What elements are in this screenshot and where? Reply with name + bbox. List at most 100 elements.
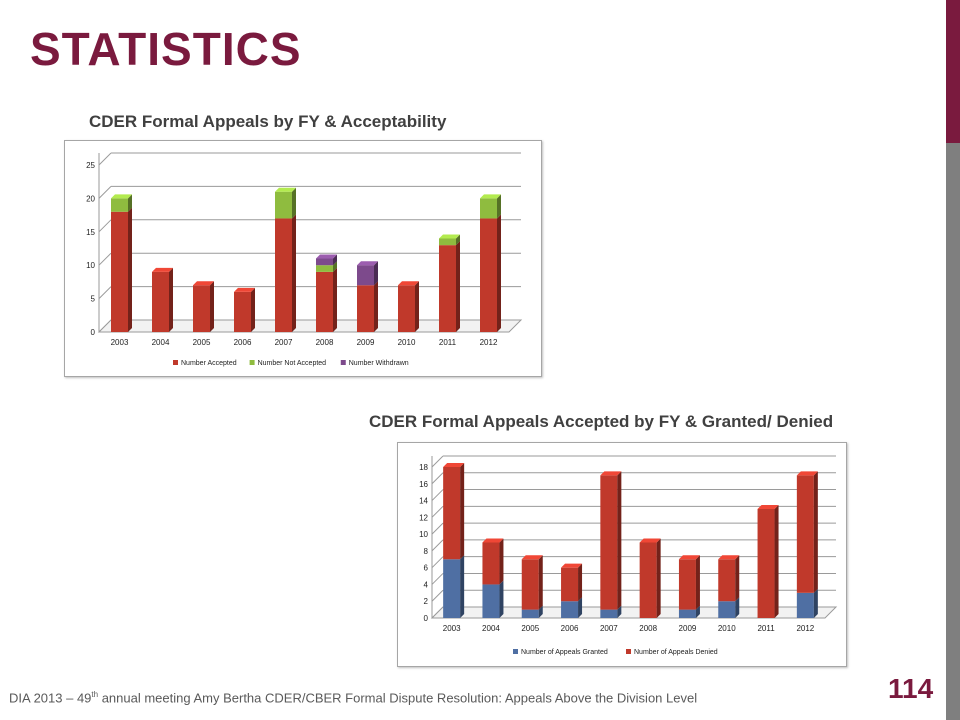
x-tick-label: 2003 xyxy=(111,338,129,347)
x-tick-label: 2011 xyxy=(439,338,457,347)
legend-swatch xyxy=(340,360,346,365)
bar-side xyxy=(333,267,337,332)
bar-side xyxy=(538,605,543,618)
bar-segment xyxy=(600,475,618,610)
bar-segment xyxy=(275,218,292,332)
bar-top xyxy=(193,281,214,286)
chart-title-acceptability: CDER Formal Appeals by FY & Acceptabilit… xyxy=(89,112,447,131)
bar-side xyxy=(460,463,465,560)
y-tick-label: 25 xyxy=(86,161,95,170)
bar-top xyxy=(439,234,460,239)
bar-top xyxy=(561,563,583,568)
bar-side xyxy=(813,471,818,593)
y-tick-label: 2 xyxy=(424,597,429,606)
bar-segment xyxy=(718,601,736,618)
bar-side xyxy=(774,504,779,618)
x-tick-label: 2009 xyxy=(357,338,375,347)
bar-top xyxy=(482,538,504,543)
bar-top xyxy=(757,504,779,509)
bar-side xyxy=(374,281,378,332)
bar-side xyxy=(456,241,460,332)
legend-swatch xyxy=(626,649,631,654)
x-tick-label: 2006 xyxy=(234,338,252,347)
y-tick-label: 8 xyxy=(424,547,429,556)
gridline-side xyxy=(98,252,112,266)
x-tick-label: 2007 xyxy=(600,624,618,633)
bar-side xyxy=(578,563,583,602)
bar-segment xyxy=(521,559,539,610)
gridline-side xyxy=(98,219,112,233)
x-tick-label: 2005 xyxy=(193,338,211,347)
bar-segment xyxy=(439,245,456,332)
x-tick-label: 2009 xyxy=(679,624,697,633)
bar-segment xyxy=(482,542,500,585)
bar-segment xyxy=(357,285,374,332)
bar-side xyxy=(735,555,740,602)
x-tick-label: 2012 xyxy=(480,338,498,347)
sidebar-accent-top xyxy=(946,0,960,143)
bar-side xyxy=(695,605,700,618)
x-tick-label: 2010 xyxy=(398,338,416,347)
x-tick-label: 2004 xyxy=(152,338,170,347)
bar-side xyxy=(617,471,622,610)
gridline-side xyxy=(431,455,444,468)
y-tick-label: 16 xyxy=(419,480,428,489)
x-tick-label: 2006 xyxy=(561,624,579,633)
chart-granted-denied-svg: 0 2 4 6 8 10 12 14 16 18 2003 2004 2005 2006 2007 2008 2… xyxy=(419,455,838,656)
legend-label: Number of Appeals Granted xyxy=(521,649,608,656)
bar-segment xyxy=(480,218,497,332)
bar-segment xyxy=(482,584,500,618)
bar-segment xyxy=(443,559,461,618)
bar-segment xyxy=(796,592,814,618)
bar-segment xyxy=(639,542,657,618)
footer-text-post: annual meeting Amy Bertha CDER/CBER Form… xyxy=(98,690,698,706)
bar-side xyxy=(813,588,818,618)
y-tick-label: 0 xyxy=(424,614,429,623)
bar-segment xyxy=(757,508,775,618)
bar-top xyxy=(275,187,296,192)
bar-top xyxy=(639,538,661,543)
x-tick-label: 2004 xyxy=(482,624,500,633)
legend-label: Number Withdrawn xyxy=(349,360,409,367)
bar-top xyxy=(521,555,543,560)
footer-text-sup: th xyxy=(91,690,99,699)
bar-segment xyxy=(111,211,128,332)
gridline-side xyxy=(431,522,444,535)
chart-title-granted-denied: CDER Formal Appeals Accepted by FY & Gra… xyxy=(369,412,834,431)
x-tick-label: 2012 xyxy=(796,624,814,633)
legend-swatch xyxy=(173,360,178,365)
bar-side xyxy=(617,605,622,618)
y-tick-label: 10 xyxy=(86,261,95,270)
bar-segment xyxy=(521,609,539,618)
bar-segment xyxy=(561,601,579,618)
bar-side xyxy=(695,555,700,610)
slide-title: STATISTICS xyxy=(30,23,302,75)
bar-side xyxy=(456,234,460,246)
y-tick-label: 6 xyxy=(424,564,429,573)
bar-segment xyxy=(796,475,814,593)
bar-segment xyxy=(316,265,333,272)
bar-top xyxy=(718,555,740,560)
bar-segment xyxy=(561,567,579,602)
bar-side xyxy=(415,281,419,332)
gridline-side xyxy=(431,539,444,552)
bar-side xyxy=(499,538,504,585)
legend-swatch xyxy=(513,649,518,654)
bar-top xyxy=(234,287,255,292)
bar-top xyxy=(316,254,337,259)
bar-side xyxy=(497,214,501,332)
bar-side xyxy=(210,281,214,332)
bar-segment xyxy=(718,559,736,602)
bar-segment xyxy=(439,238,456,246)
bar-top xyxy=(443,463,465,467)
bar-side xyxy=(460,555,465,618)
bar-side xyxy=(128,194,132,212)
y-tick-label: 12 xyxy=(419,513,428,522)
bar-top xyxy=(111,194,132,199)
footer-text: DIA 2013 – 49th annual meeting Amy Berth… xyxy=(9,690,697,705)
bar-segment xyxy=(316,258,333,266)
gridline-side xyxy=(431,472,444,485)
bar-segment xyxy=(480,198,497,219)
bar-top xyxy=(600,471,622,476)
y-tick-label: 4 xyxy=(424,580,429,589)
